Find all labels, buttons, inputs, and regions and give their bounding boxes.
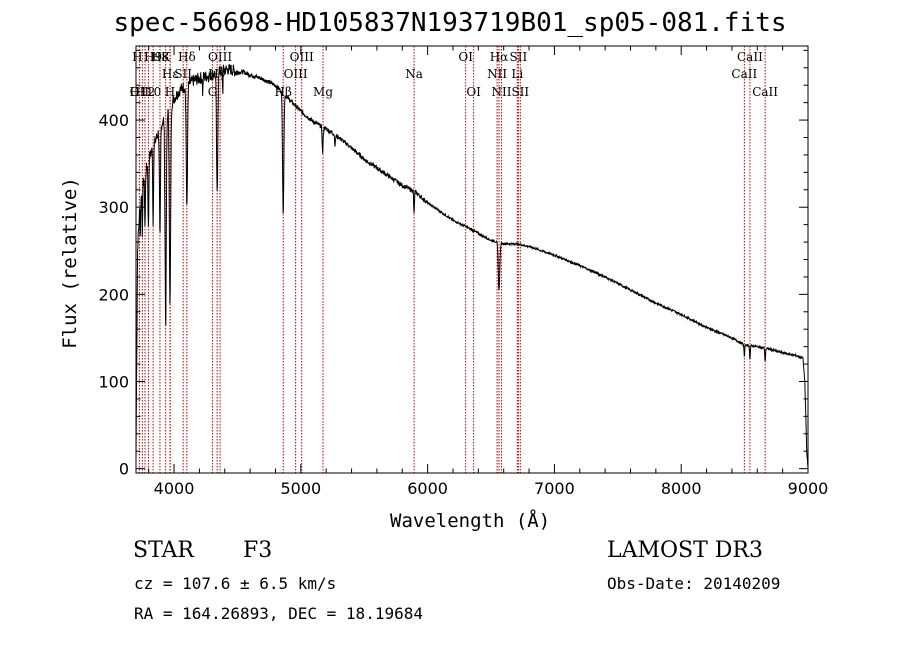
object-class: STAR — [133, 538, 194, 563]
line-marker-label: H — [165, 85, 175, 99]
line-marker-label: K — [161, 50, 171, 64]
line-marker-label: OI — [458, 50, 473, 64]
x-axis-label: Wavelength (Å) — [390, 510, 551, 532]
line-marker-label: Li — [511, 67, 523, 81]
x-tick-label: 9000 — [788, 479, 829, 498]
y-tick-label: 0 — [119, 460, 129, 479]
x-tick-label: 4000 — [154, 479, 195, 498]
x-tick-label: 8000 — [661, 479, 702, 498]
line-marker-label: SII — [510, 50, 528, 64]
line-marker-label: CaII — [752, 85, 778, 99]
survey-name: LAMOST DR3 — [607, 538, 763, 563]
line-marker-label: Hδ — [178, 50, 196, 64]
y-tick-label: 400 — [98, 111, 129, 130]
y-tick-label: 200 — [98, 285, 129, 304]
line-marker-label: Hβ — [275, 85, 292, 99]
line-marker-label: CaII — [737, 50, 763, 64]
plot-frame — [135, 45, 809, 474]
line-marker-label: OII — [130, 85, 150, 99]
line-marker-label: OI — [466, 85, 481, 99]
line-marker-label: SII — [174, 67, 192, 81]
line-marker-label: Na — [405, 67, 423, 81]
line-marker-label: OIII — [284, 67, 308, 81]
redshift-velocity: cz = 107.6 ± 6.5 km/s — [134, 574, 337, 593]
line-marker-label: G — [208, 85, 218, 99]
y-tick-label: 300 — [98, 198, 129, 217]
line-marker-label: OIII — [290, 50, 314, 64]
object-subclass: F3 — [243, 538, 273, 563]
x-tick-label: 6000 — [407, 479, 448, 498]
line-marker-label: H8 — [151, 50, 169, 64]
line-marker-label: SII — [511, 85, 529, 99]
y-axis-label: Flux (relative) — [59, 177, 81, 349]
chart-title: spec-56698-HD105837N193719B01_sp05-081.f… — [113, 8, 787, 38]
line-marker-label: H9 — [144, 50, 162, 64]
line-marker-label: H11 — [132, 50, 158, 64]
line-marker-label: H12 — [129, 85, 155, 99]
line-marker-label: H10 — [136, 85, 162, 99]
line-marker-label: CaII — [731, 67, 757, 81]
line-marker-label: NII — [492, 85, 512, 99]
spectrum-line — [135, 64, 809, 469]
x-tick-label: 5000 — [280, 479, 321, 498]
coordinates: RA = 164.26893, DEC = 18.19684 — [134, 604, 423, 623]
line-marker-label: OIII — [208, 50, 232, 64]
line-marker-label: Hα — [490, 50, 509, 64]
y-tick-label: 100 — [98, 373, 129, 392]
line-marker-label: NII — [487, 67, 507, 81]
line-marker-label: Hγ — [208, 67, 226, 81]
observation-date: Obs-Date: 20140209 — [607, 574, 781, 593]
line-marker-label: Hε — [162, 67, 179, 81]
line-marker-label: Mg — [313, 85, 333, 99]
x-tick-label: 7000 — [534, 479, 575, 498]
